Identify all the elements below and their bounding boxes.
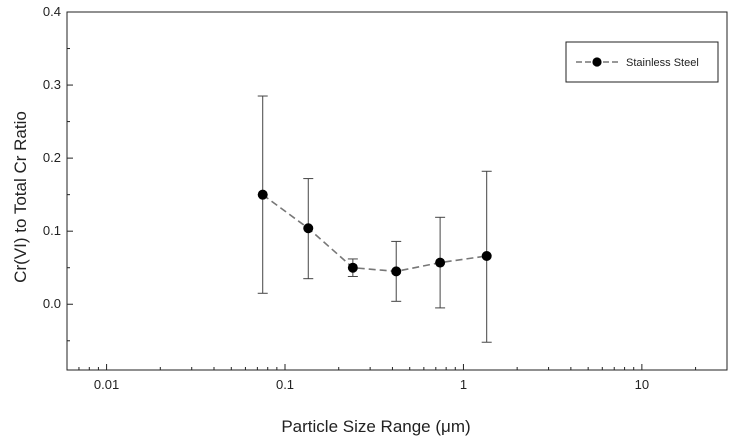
legend-marker bbox=[592, 57, 602, 67]
x-axis: 0.01 0.1 1 10 bbox=[78, 364, 697, 392]
x-axis-title: Particle Size Range (μm) bbox=[281, 417, 470, 436]
data-point bbox=[257, 189, 268, 200]
y-axis-title: Cr(VI) to Total Cr Ratio bbox=[11, 111, 30, 283]
x-tick-label: 0.1 bbox=[276, 377, 294, 392]
legend: Stainless Steel bbox=[565, 41, 719, 83]
series-line bbox=[262, 194, 487, 273]
legend-label: Stainless Steel bbox=[626, 57, 699, 69]
series-layer bbox=[257, 95, 492, 343]
data-point bbox=[347, 262, 358, 273]
y-tick-label: 0.2 bbox=[43, 150, 61, 165]
x-tick-label: 0.01 bbox=[94, 377, 119, 392]
data-point bbox=[435, 257, 446, 268]
y-tick-label: 0.1 bbox=[43, 223, 61, 238]
x-tick-label: 1 bbox=[460, 377, 467, 392]
plot-area-border bbox=[66, 11, 728, 371]
y-tick-label: 0.4 bbox=[43, 4, 61, 19]
y-axis: 0.0 0.1 0.2 0.3 0.4 bbox=[43, 4, 73, 342]
y-tick-label: 0.0 bbox=[43, 296, 61, 311]
plot-frame bbox=[66, 11, 728, 371]
legend-box bbox=[565, 41, 719, 83]
data-point bbox=[391, 266, 402, 277]
x-tick-label: 10 bbox=[635, 377, 649, 392]
y-tick-label: 0.3 bbox=[43, 77, 61, 92]
data-point bbox=[481, 251, 492, 262]
data-point bbox=[303, 223, 314, 234]
